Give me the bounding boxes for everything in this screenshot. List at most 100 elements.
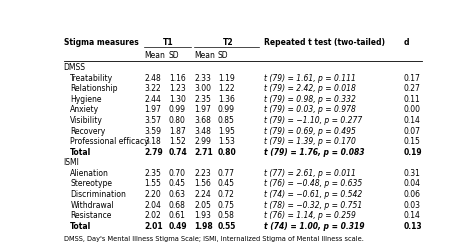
Text: t (79) = 1.76, p = 0.083: t (79) = 1.76, p = 0.083 <box>264 148 365 157</box>
Text: 1.93: 1.93 <box>194 211 211 220</box>
Text: 0.11: 0.11 <box>404 95 420 104</box>
Text: Relationship: Relationship <box>70 84 118 93</box>
Text: 0.58: 0.58 <box>218 211 235 220</box>
Text: 0.04: 0.04 <box>404 179 421 188</box>
Text: Total: Total <box>70 148 91 157</box>
Text: Alienation: Alienation <box>70 169 109 178</box>
Text: 0.63: 0.63 <box>169 190 186 199</box>
Text: Stigma measures: Stigma measures <box>64 38 138 47</box>
Text: 1.97: 1.97 <box>145 105 161 114</box>
Text: t (77) = 2.61, p = 0.011: t (77) = 2.61, p = 0.011 <box>264 169 356 178</box>
Text: Mean: Mean <box>194 51 215 60</box>
Text: t (76) = −0.48, p = 0.635: t (76) = −0.48, p = 0.635 <box>264 179 362 188</box>
Text: 0.85: 0.85 <box>218 116 235 125</box>
Text: 0.77: 0.77 <box>218 169 235 178</box>
Text: 1.53: 1.53 <box>218 137 235 146</box>
Text: 0.19: 0.19 <box>404 148 422 157</box>
Text: 1.19: 1.19 <box>218 74 235 83</box>
Text: t (79) = 0.69, p = 0.495: t (79) = 0.69, p = 0.495 <box>264 127 356 136</box>
Text: 3.48: 3.48 <box>194 127 211 136</box>
Text: 0.99: 0.99 <box>218 105 235 114</box>
Text: t (79) = 2.42, p = 0.018: t (79) = 2.42, p = 0.018 <box>264 84 356 93</box>
Text: 2.99: 2.99 <box>194 137 211 146</box>
Text: SD: SD <box>169 51 179 60</box>
Text: 1.98: 1.98 <box>194 222 213 231</box>
Text: t (79) = 0.98, p = 0.332: t (79) = 0.98, p = 0.332 <box>264 95 356 104</box>
Text: 1.87: 1.87 <box>169 127 185 136</box>
Text: 0.55: 0.55 <box>218 222 237 231</box>
Text: 3.68: 3.68 <box>194 116 211 125</box>
Text: 0.99: 0.99 <box>169 105 186 114</box>
Text: 1.22: 1.22 <box>218 84 235 93</box>
Text: 0.27: 0.27 <box>404 84 421 93</box>
Text: 3.00: 3.00 <box>194 84 211 93</box>
Text: 0.00: 0.00 <box>404 105 421 114</box>
Text: t (78) = −0.32, p = 0.751: t (78) = −0.32, p = 0.751 <box>264 201 362 210</box>
Text: 0.70: 0.70 <box>169 169 186 178</box>
Text: 2.24: 2.24 <box>194 190 211 199</box>
Text: 2.02: 2.02 <box>145 211 161 220</box>
Text: 1.56: 1.56 <box>194 179 211 188</box>
Text: 1.97: 1.97 <box>194 105 211 114</box>
Text: t (79) = −1.10, p = 0.277: t (79) = −1.10, p = 0.277 <box>264 116 362 125</box>
Text: 2.35: 2.35 <box>145 169 161 178</box>
Text: Total: Total <box>70 222 91 231</box>
Text: Hygiene: Hygiene <box>70 95 102 104</box>
Text: 2.23: 2.23 <box>194 169 211 178</box>
Text: 0.68: 0.68 <box>169 201 186 210</box>
Text: Withdrawal: Withdrawal <box>70 201 114 210</box>
Text: 2.20: 2.20 <box>145 190 161 199</box>
Text: 1.36: 1.36 <box>218 95 235 104</box>
Text: 2.71: 2.71 <box>194 148 213 157</box>
Text: Anxiety: Anxiety <box>70 105 100 114</box>
Text: 1.55: 1.55 <box>145 179 161 188</box>
Text: 2.01: 2.01 <box>145 222 163 231</box>
Text: Mean: Mean <box>145 51 165 60</box>
Text: 0.13: 0.13 <box>404 222 422 231</box>
Text: 2.35: 2.35 <box>194 95 211 104</box>
Text: Treatability: Treatability <box>70 74 113 83</box>
Text: 2.05: 2.05 <box>194 201 211 210</box>
Text: Resistance: Resistance <box>70 211 112 220</box>
Text: 0.45: 0.45 <box>218 179 235 188</box>
Text: 2.48: 2.48 <box>145 74 161 83</box>
Text: 0.49: 0.49 <box>169 222 187 231</box>
Text: 0.80: 0.80 <box>218 148 237 157</box>
Text: 1.95: 1.95 <box>218 127 235 136</box>
Text: 3.59: 3.59 <box>145 127 162 136</box>
Text: 3.22: 3.22 <box>145 84 161 93</box>
Text: t (79) = 1.39, p = 0.170: t (79) = 1.39, p = 0.170 <box>264 137 356 146</box>
Text: Recovery: Recovery <box>70 127 106 136</box>
Text: Repeated t test (two-tailed): Repeated t test (two-tailed) <box>264 38 385 47</box>
Text: DMSS, Day's Mental Illness Stigma Scale; ISMI, Internalized Stigma of Mental Ill: DMSS, Day's Mental Illness Stigma Scale;… <box>64 236 364 242</box>
Text: t (74) = 1.00, p = 0.319: t (74) = 1.00, p = 0.319 <box>264 222 365 231</box>
Text: t (74) = −0.61, p = 0.542: t (74) = −0.61, p = 0.542 <box>264 190 362 199</box>
Text: T2: T2 <box>223 38 233 47</box>
Text: 0.03: 0.03 <box>404 201 421 210</box>
Text: 0.74: 0.74 <box>169 148 188 157</box>
Text: 0.80: 0.80 <box>169 116 186 125</box>
Text: 1.52: 1.52 <box>169 137 185 146</box>
Text: 0.06: 0.06 <box>404 190 421 199</box>
Text: Visibility: Visibility <box>70 116 103 125</box>
Text: Discrimination: Discrimination <box>70 190 126 199</box>
Text: 0.14: 0.14 <box>404 211 421 220</box>
Text: 3.18: 3.18 <box>145 137 161 146</box>
Text: t (79) = 0.03, p = 0.978: t (79) = 0.03, p = 0.978 <box>264 105 356 114</box>
Text: t (79) = 1.61, p = 0.111: t (79) = 1.61, p = 0.111 <box>264 74 356 83</box>
Text: 1.30: 1.30 <box>169 95 186 104</box>
Text: SD: SD <box>218 51 228 60</box>
Text: 0.61: 0.61 <box>169 211 186 220</box>
Text: d: d <box>404 38 410 47</box>
Text: 0.31: 0.31 <box>404 169 421 178</box>
Text: 1.23: 1.23 <box>169 84 185 93</box>
Text: t (76) = 1.14, p = 0.259: t (76) = 1.14, p = 0.259 <box>264 211 356 220</box>
Text: 0.14: 0.14 <box>404 116 421 125</box>
Text: 0.72: 0.72 <box>218 190 235 199</box>
Text: 3.57: 3.57 <box>145 116 162 125</box>
Text: ISMI: ISMI <box>64 158 80 167</box>
Text: 0.17: 0.17 <box>404 74 421 83</box>
Text: 0.75: 0.75 <box>218 201 235 210</box>
Text: 2.04: 2.04 <box>145 201 161 210</box>
Text: 1.16: 1.16 <box>169 74 185 83</box>
